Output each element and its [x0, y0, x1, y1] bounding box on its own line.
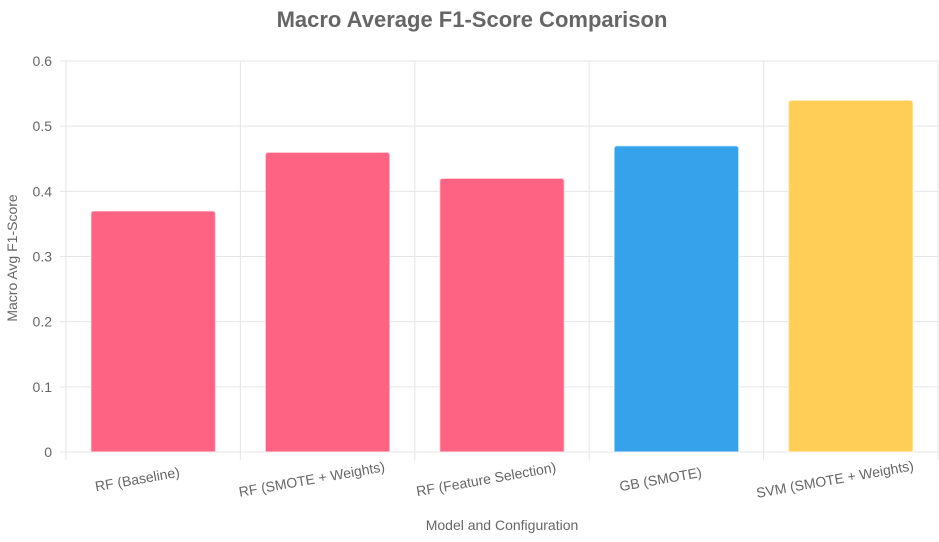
- bar-0: [90, 210, 217, 453]
- bar-4: [787, 99, 914, 453]
- y-tick-label: 0.3: [33, 249, 53, 265]
- y-axis-ticks: 0 0.1 0.2 0.3 0.4 0.5 0.6: [33, 53, 53, 460]
- x-axis-ticks: RF (Baseline) RF (SMOTE + Weights) RF (Fea…: [94, 457, 915, 500]
- y-tick-label: 0.6: [33, 53, 53, 69]
- x-axis-title: Model and Configuration: [426, 517, 579, 533]
- y-tick-label: 0.5: [33, 118, 53, 134]
- y-tick-label: 0.4: [33, 183, 53, 199]
- bar-3: [613, 144, 740, 453]
- y-tick-label: 0.1: [33, 379, 53, 395]
- x-tick-label: GB (SMOTE): [618, 464, 703, 494]
- x-tick-label: RF (Feature Selection): [415, 459, 557, 499]
- y-tick-label: 0.2: [33, 314, 53, 330]
- y-tick-label: 0: [44, 444, 52, 460]
- x-tick-label: RF (Baseline): [94, 464, 181, 495]
- bar-2: [438, 177, 566, 453]
- bar-1: [264, 151, 391, 453]
- y-axis-title: Macro Avg F1-Score: [4, 194, 20, 322]
- x-tick-label: SVM (SMOTE + Weights): [755, 457, 915, 500]
- bars: [90, 99, 914, 453]
- chart-title: Macro Average F1-Score Comparison: [277, 7, 668, 32]
- x-tick-label: RF (SMOTE + Weights): [237, 458, 385, 499]
